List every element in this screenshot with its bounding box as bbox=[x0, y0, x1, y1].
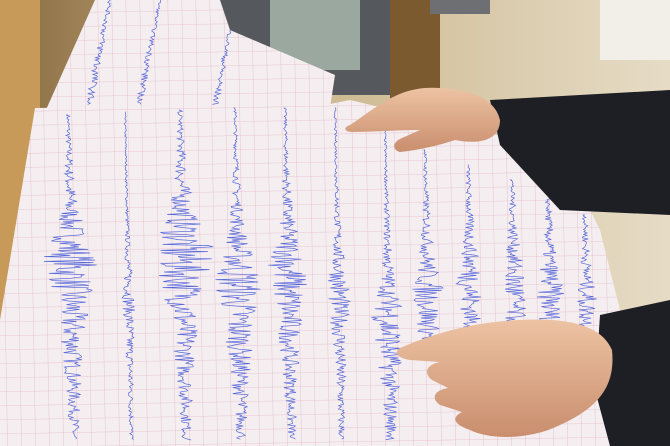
upper-hand bbox=[345, 87, 500, 152]
ceiling-light bbox=[600, 0, 670, 60]
sleeve-lower bbox=[595, 300, 670, 446]
trace bbox=[577, 214, 597, 330]
trace bbox=[212, 29, 232, 105]
seismic-traces bbox=[43, 107, 597, 441]
trace bbox=[215, 107, 261, 440]
trace bbox=[136, 0, 162, 105]
trace bbox=[121, 111, 136, 440]
trace bbox=[268, 107, 307, 440]
trace bbox=[504, 179, 527, 331]
machine-part bbox=[430, 0, 490, 14]
trace bbox=[412, 149, 444, 340]
trace bbox=[455, 164, 481, 330]
trace bbox=[536, 194, 565, 330]
trace bbox=[328, 107, 352, 440]
sleeve-upper bbox=[490, 90, 670, 215]
trace bbox=[159, 109, 214, 441]
upper-paper bbox=[45, 0, 335, 112]
trace bbox=[371, 129, 403, 440]
upper-traces bbox=[87, 0, 232, 105]
trace bbox=[87, 0, 111, 105]
trace bbox=[43, 114, 97, 440]
lower-hand bbox=[396, 319, 613, 437]
